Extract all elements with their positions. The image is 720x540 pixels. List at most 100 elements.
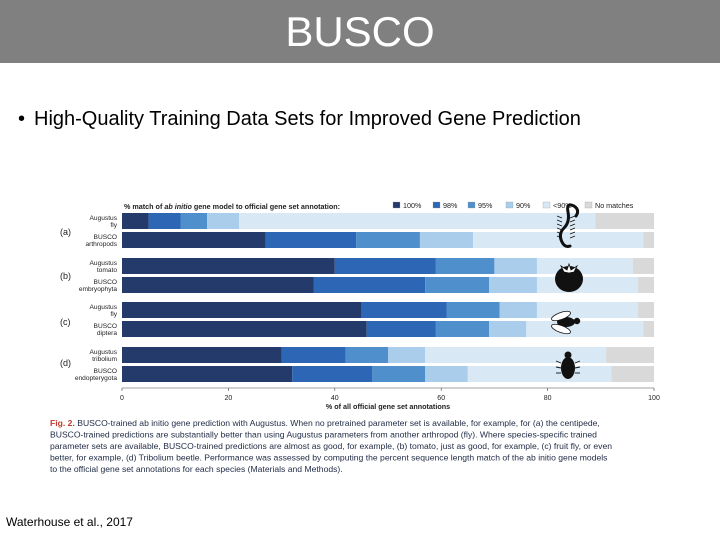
x-tick-label: 0 (120, 395, 124, 402)
bar-segment-s100 (122, 277, 314, 293)
bar-segment-s95 (345, 347, 388, 363)
beetle-head (564, 351, 572, 359)
bar-segment-s95 (435, 258, 495, 274)
bar-segment-s90 (494, 258, 537, 274)
bullet-point: • High-Quality Training Data Sets for Imp… (18, 108, 581, 131)
centipede-leg (569, 235, 576, 239)
centipede-body (558, 203, 580, 248)
bar-segment-s98 (334, 258, 436, 274)
legend-label-s90: 90% (516, 201, 531, 210)
bar-segment-s98 (292, 366, 373, 382)
legend-swatch-s95 (467, 201, 476, 209)
beetle-leg (555, 360, 562, 364)
bar-segment-s98 (361, 302, 447, 318)
bar-label-line1: BUSCO (94, 279, 117, 286)
bar-segment-s95 (435, 321, 490, 337)
bar-label-line2: tribolium (92, 356, 117, 363)
caption-line: parameter sets are available, BUSCO-trai… (50, 441, 612, 451)
bar-segment-s100 (122, 302, 362, 318)
legend-label-s98: 98% (443, 201, 458, 210)
centipede-leg (556, 227, 563, 231)
bar-segment-s100 (122, 213, 149, 229)
bar-segment-s98 (281, 347, 346, 363)
bar-segment-s100 (122, 232, 266, 248)
bar-label-line1: BUSCO (94, 368, 117, 375)
bar-segment-lt90 (536, 258, 633, 274)
caption-line: better, for example, (d) Tribolium beetl… (50, 453, 607, 463)
legend-swatch-s90 (505, 201, 514, 209)
bar-segment-s90 (499, 302, 537, 318)
legend-swatch-none (584, 201, 593, 209)
x-tick-label: 80 (544, 395, 552, 402)
bar-label-line2: endopterygota (75, 375, 117, 382)
bar-label-line2: fly (110, 311, 117, 318)
chart-title-part: % match of (124, 202, 164, 211)
fly-head (573, 317, 581, 325)
bar-label-line2: tomato (97, 267, 117, 274)
x-tick-label: 100 (648, 395, 660, 402)
beetle-body (561, 357, 575, 379)
bar-segment-none (606, 347, 654, 363)
fly-icon (551, 310, 581, 335)
caption-label: Fig. 2. (50, 418, 77, 428)
bar-label-line2: arthropods (85, 241, 117, 248)
bar-segment-none (611, 366, 654, 382)
bar-segment-s90 (207, 213, 240, 229)
bar-segment-none (595, 213, 654, 229)
bar-segment-s90 (425, 366, 468, 382)
beetle-icon (555, 351, 581, 379)
fly-wing (551, 323, 571, 335)
centipede-leg (569, 215, 576, 219)
centipede-leg (556, 235, 563, 239)
group-label: (b) (60, 271, 71, 281)
bar-label-line1: Augustus (90, 215, 118, 222)
bar-segment-s100 (122, 347, 282, 363)
legend-swatch-s98 (432, 201, 441, 209)
x-tick-label: 20 (225, 395, 233, 402)
caption-text: BUSCO-trained ab initio gene prediction … (77, 418, 600, 428)
citation: Waterhouse et al., 2017 (6, 515, 133, 529)
bar-segment-lt90 (467, 366, 612, 382)
centipede-leg (556, 215, 563, 219)
caption-line: to the official gene set annotations for… (50, 464, 343, 474)
group-label: (c) (60, 317, 71, 327)
group-label: (a) (60, 227, 71, 237)
chart-title: % match of ab initio gene model to offic… (124, 202, 340, 211)
centipede-icon (556, 203, 580, 248)
bar-segment-s95 (425, 277, 490, 293)
bar-label-line1: BUSCO (94, 323, 117, 330)
centipede-leg (569, 227, 576, 231)
legend-swatch-s100 (392, 201, 401, 209)
tomato-leaves (559, 262, 579, 274)
chart-title-part: gene model to official gene set annotati… (192, 202, 340, 211)
busco-chart-figure: % match of ab initio gene model to offic… (50, 201, 660, 474)
legend-label-s95: 95% (478, 201, 493, 210)
bar-segment-s98 (366, 321, 436, 337)
bar-segment-s98 (148, 213, 181, 229)
bar-segment-s90 (419, 232, 474, 248)
centipede-leg (556, 231, 563, 235)
bar-segment-s90 (489, 321, 527, 337)
fly-wing (551, 310, 571, 322)
bar-segment-lt90 (425, 347, 607, 363)
x-tick-label: 40 (331, 395, 339, 402)
bar-segment-none (632, 258, 654, 274)
bar-segment-none (643, 232, 654, 248)
bullet-dot: • (18, 108, 26, 130)
bar-segment-none (643, 321, 654, 337)
bar-segment-s95 (180, 213, 208, 229)
bar-label-line1: Augustus (90, 349, 118, 356)
bar-label-line1: Augustus (90, 304, 118, 311)
bar-segment-s98 (313, 277, 426, 293)
title-bar (0, 0, 720, 63)
caption-line: BUSCO-trained predictions are substantia… (50, 430, 597, 440)
beetle-leg (555, 366, 562, 369)
tomato-icon (555, 262, 583, 292)
bar-segment-lt90 (526, 321, 644, 337)
bar-segment-s90 (489, 277, 537, 293)
bar-segment-s100 (122, 258, 335, 274)
bullet-text: High-Quality Training Data Sets for Impr… (34, 108, 581, 130)
centipede-leg (569, 223, 576, 227)
bar-segment-lt90 (536, 302, 639, 318)
legend-label-s100: 100% (403, 201, 422, 210)
